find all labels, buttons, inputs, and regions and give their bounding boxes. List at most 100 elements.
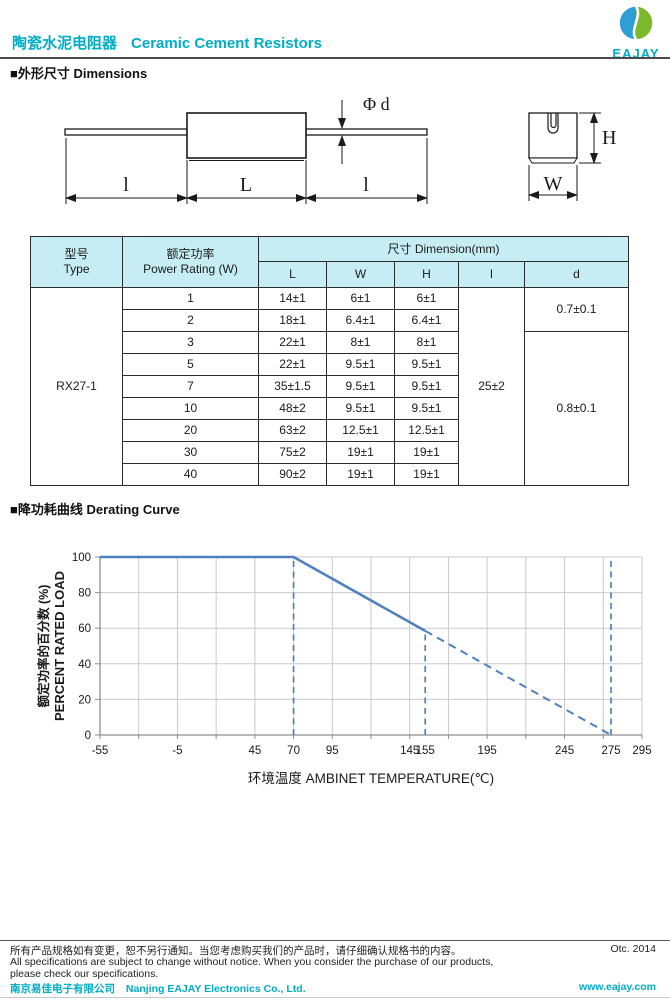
- page-bottom-line: [0, 997, 670, 998]
- table-row: 30 75±2 19±1 19±1: [31, 441, 629, 464]
- dimensions-drawing: l L l Φ d H W: [64, 94, 617, 204]
- lead-diameter-cell: 0.8±0.1: [524, 331, 629, 486]
- power-cell: 3: [122, 331, 259, 354]
- x-tick-label: -5: [172, 745, 182, 757]
- height-cell: 19±1: [394, 441, 459, 464]
- footer-notice-en-line1: All specifications are subject to change…: [10, 956, 494, 968]
- height-cell: 9.5±1: [394, 353, 459, 376]
- power-cell: 10: [122, 397, 259, 420]
- col-header-dimension: 尺寸 Dimension(mm): [258, 236, 629, 262]
- width-cell: 9.5±1: [326, 375, 395, 398]
- col-header-type: 型号 Type: [30, 236, 123, 288]
- series-rated-load-extrapolated: [424, 629, 612, 736]
- lead-diameter-label: Φ d: [363, 94, 390, 114]
- table-row: 40 90±2 19±1 19±1: [31, 463, 629, 486]
- height-cell: 6.4±1: [394, 309, 459, 332]
- x-tick-label: 295: [632, 745, 651, 757]
- length-cell: 90±2: [258, 463, 327, 486]
- width-cell: 6±1: [326, 287, 395, 310]
- power-cell: 40: [122, 463, 259, 486]
- type-cell: RX27-1: [30, 287, 123, 486]
- y-tick-label: 40: [78, 659, 91, 671]
- x-tick-label: 275: [601, 745, 620, 757]
- side-view-labels: l L l Φ d: [123, 94, 389, 196]
- power-cell: 2: [122, 309, 259, 332]
- x-tick-label: 245: [555, 745, 574, 757]
- table-row: 20 63±2 12.5±1 12.5±1: [31, 419, 629, 442]
- series-rated-load-solid: [100, 555, 426, 633]
- footer-website: www.eajay.com: [578, 981, 656, 993]
- y-tick-label: 60: [78, 623, 91, 635]
- length-cell: 22±1: [258, 331, 327, 354]
- height-cell: 12.5±1: [394, 419, 459, 442]
- width-cell: 6.4±1: [326, 309, 395, 332]
- height-cell: 6±1: [394, 287, 459, 310]
- height-cell: 8±1: [394, 331, 459, 354]
- col-header-L: L: [258, 261, 327, 288]
- col-header-H: H: [394, 261, 459, 288]
- resistor-side-view: [64, 100, 428, 204]
- power-cell: 20: [122, 419, 259, 442]
- company-logo: EAJAY: [606, 5, 666, 61]
- page-title-zh: 陶瓷水泥电阻器: [12, 35, 118, 52]
- body-length-label: L: [240, 174, 252, 196]
- width-cell: 19±1: [326, 463, 395, 486]
- x-tick-label: 95: [326, 745, 339, 757]
- height-cell: 9.5±1: [394, 397, 459, 420]
- footer-notice-en-line2: please check our specifications.: [10, 968, 159, 980]
- col-header-d: d: [524, 261, 629, 288]
- page-title-en: Ceramic Cement Resistors: [131, 35, 322, 52]
- width-cell: 12.5±1: [326, 419, 395, 442]
- footer-company-zh: 南京易佳电子有限公司: [10, 983, 115, 995]
- resistor-end-view: [528, 112, 601, 201]
- footer-notice-zh: 所有产品规格如有变更，恕不另行通知。当您考虑购买我们的产品时，请仔细确认规格书的…: [10, 945, 462, 957]
- length-cell: 22±1: [258, 353, 327, 376]
- x-tick-label: 45: [248, 745, 261, 757]
- dimension-table: 型号 Type 额定功率 Power Rating (W) 尺寸 Dimensi…: [30, 236, 629, 486]
- x-tick-label: 155: [416, 745, 435, 757]
- header-divider: [0, 57, 670, 59]
- col-header-W: W: [326, 261, 395, 288]
- eajay-logo-icon: [619, 5, 653, 40]
- length-cell: 63±2: [258, 419, 327, 442]
- length-cell: 48±2: [258, 397, 327, 420]
- power-cell: 5: [122, 353, 259, 376]
- width-label: W: [544, 173, 563, 195]
- col-header-power: 额定功率 Power Rating (W): [122, 236, 259, 288]
- x-axis-title: 环境温度 AMBINET TEMPERATURE(℃): [248, 771, 494, 786]
- derating-heading-zh: ■降功耗曲线: [10, 502, 83, 517]
- y-tick-label: 100: [72, 552, 91, 564]
- y-tick-label: 80: [78, 588, 91, 600]
- lead-right-label: l: [363, 174, 369, 196]
- height-cell: 19±1: [394, 463, 459, 486]
- footer-company: 南京易佳电子有限公司 Nanjing EAJAY Electronics Co.…: [10, 981, 306, 996]
- table-row: RX27-1 1 14±1 6±1 6±1 25±2 0.7±0.1: [30, 287, 629, 486]
- length-cell: 14±1: [258, 287, 327, 310]
- derating-heading: ■降功耗曲线 Derating Curve: [10, 499, 180, 518]
- dimension-table-body: RX27-1 1 14±1 6±1 6±1 25±2 0.7±0.1 2 18±1 6.4±1 6.…: [30, 287, 629, 486]
- power-cell: 7: [122, 375, 259, 398]
- lead-length-cell: 25±2: [458, 287, 525, 486]
- derating-heading-en: Derating Curve: [86, 502, 180, 517]
- height-label: H: [602, 127, 616, 149]
- y-axis-title-zh: 额定功率的百分数 (%): [36, 585, 51, 708]
- footer-company-en: Nanjing EAJAY Electronics Co., Ltd.: [125, 983, 306, 995]
- power-cell: 1: [122, 287, 259, 310]
- dimensions-heading-zh: ■外形尺寸: [10, 66, 70, 81]
- power-cell: 30: [122, 441, 259, 464]
- y-axis-title-en: PERCENT RATED LOAD: [52, 571, 67, 721]
- length-cell: 18±1: [258, 309, 327, 332]
- x-tick-label: 70: [287, 745, 300, 757]
- page-title: 陶瓷水泥电阻器 Ceramic Cement Resistors: [12, 32, 322, 53]
- dimensions-heading: ■外形尺寸 Dimensions: [10, 63, 147, 82]
- table-row: 5 22±1 9.5±1 9.5±1: [31, 353, 629, 376]
- table-row: 3 22±1 8±1 8±1 0.8±0.1: [31, 331, 629, 486]
- end-view-labels: H W: [544, 127, 617, 195]
- lead-left-label: l: [123, 174, 129, 196]
- footer-divider: [0, 940, 670, 941]
- length-cell: 35±1.5: [258, 375, 327, 398]
- x-tick-label: 195: [478, 745, 497, 757]
- x-tick-label: -55: [92, 745, 109, 757]
